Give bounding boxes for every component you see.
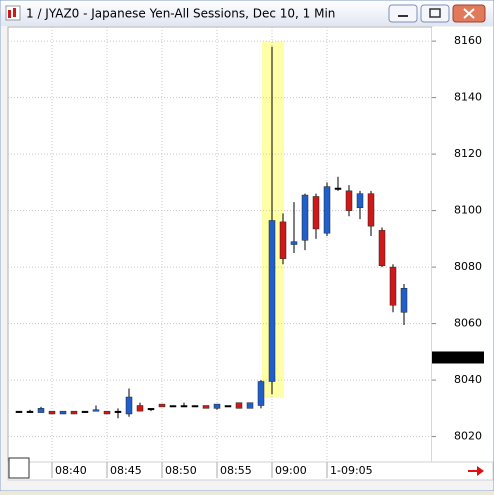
candle-body xyxy=(235,402,243,409)
candle-body xyxy=(48,410,56,415)
candle-body xyxy=(246,402,254,409)
scroll-arrow[interactable] xyxy=(468,466,484,476)
app-icon-bar xyxy=(8,10,11,18)
candle-body xyxy=(400,288,408,313)
candle-body xyxy=(147,408,155,411)
candle-body xyxy=(356,193,364,209)
chart-layer: 8020 8040 8060 8080 8100 8120 8140 8160 08:40 08:… xyxy=(8,27,484,478)
close-icon xyxy=(463,8,475,19)
candle-body xyxy=(345,190,353,211)
candle-body xyxy=(334,187,342,190)
y-tick-label: 8040 xyxy=(454,373,482,386)
time-axis xyxy=(7,461,494,481)
candle-body xyxy=(389,266,397,306)
x-tick-label: 08:55 xyxy=(220,464,252,477)
maximize-icon xyxy=(429,8,441,18)
y-tick-label: 8140 xyxy=(454,91,482,104)
x-tick-label: 1-09:05 xyxy=(330,464,373,477)
candle-body xyxy=(268,220,276,382)
candle-body xyxy=(378,230,386,266)
corner-box[interactable] xyxy=(8,457,30,479)
candle-body xyxy=(202,405,210,409)
maximize-button[interactable] xyxy=(420,4,450,23)
candle-body xyxy=(213,403,221,409)
candle-body xyxy=(15,410,23,413)
window-title: 1 / JYAZ0 - Japanese Yen-All Sessions, D… xyxy=(26,7,335,21)
y-tick-label: 8080 xyxy=(454,260,482,273)
candle-body xyxy=(279,221,287,259)
candle-body xyxy=(125,396,133,415)
y-tick-label: 8100 xyxy=(454,204,482,217)
candle-body xyxy=(81,410,89,413)
candle-body xyxy=(26,410,34,413)
candle-body xyxy=(323,186,331,234)
candle-body xyxy=(180,405,188,408)
y-tick-label: 8120 xyxy=(454,147,482,160)
candle-body xyxy=(37,408,45,413)
last-price-box xyxy=(432,351,484,364)
candle-body xyxy=(158,403,166,408)
candle-body xyxy=(257,381,265,406)
candle-body xyxy=(136,405,144,412)
minimize-button[interactable] xyxy=(388,4,418,23)
minimize-icon xyxy=(398,15,408,17)
highlight-band xyxy=(262,41,284,398)
candle-body xyxy=(92,409,100,412)
plot-area xyxy=(7,26,433,463)
candle-body xyxy=(367,193,375,227)
candle-body xyxy=(191,405,199,408)
y-tick-label: 8020 xyxy=(454,430,482,443)
x-tick-label: 09:00 xyxy=(275,464,307,477)
x-tick-label: 08:45 xyxy=(110,464,142,477)
candle-body xyxy=(103,410,111,415)
candle-body xyxy=(290,241,298,245)
candle-body xyxy=(70,410,78,415)
app-icon-bar xyxy=(13,8,16,17)
x-tick-label: 08:50 xyxy=(165,464,197,477)
candle-body xyxy=(114,410,122,413)
y-tick-label: 8060 xyxy=(454,317,482,330)
candle-body xyxy=(301,194,309,241)
price-axis xyxy=(432,27,493,462)
candle-body xyxy=(169,405,177,408)
last-price-label: 8048 xyxy=(454,350,482,363)
candle-body xyxy=(59,410,67,415)
candle-body xyxy=(312,196,320,230)
candle-body xyxy=(224,405,232,408)
y-tick-label: 8160 xyxy=(454,34,482,47)
x-tick-label: 08:40 xyxy=(55,464,87,477)
